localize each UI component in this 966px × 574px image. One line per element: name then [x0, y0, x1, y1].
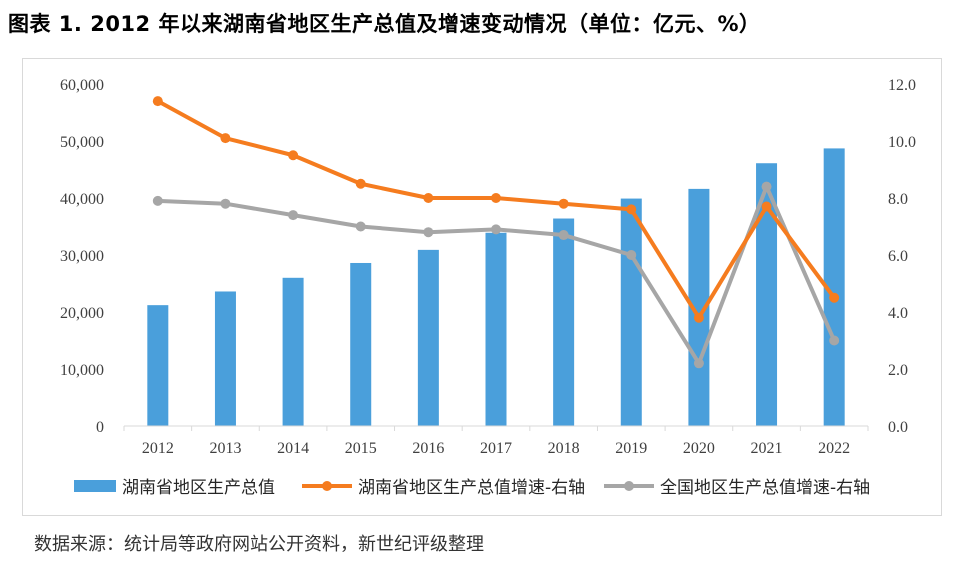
x-axis-tick-label: 2012 — [142, 440, 174, 457]
legend-label: 湖南省地区生产总值增速-右轴 — [358, 478, 585, 498]
point-national-growth — [558, 230, 569, 241]
point-hunan-growth — [626, 204, 637, 215]
bar-hunan-gdp — [553, 218, 575, 426]
point-hunan-growth — [829, 292, 840, 303]
point-national-growth — [220, 198, 231, 209]
point-hunan-growth — [693, 312, 704, 323]
point-hunan-growth — [220, 133, 231, 144]
x-axis-tick-label: 2017 — [480, 440, 512, 457]
point-hunan-growth — [558, 198, 569, 209]
left-axis-tick-label: 0 — [96, 419, 104, 436]
legend-swatch-marker — [322, 481, 332, 491]
point-hunan-growth — [152, 96, 163, 107]
legend-swatch-marker — [624, 481, 634, 491]
point-hunan-growth — [423, 193, 434, 203]
point-hunan-growth — [288, 150, 299, 161]
right-axis-tick-label: 8.0 — [888, 191, 908, 208]
legend-item-national-growth: 全国地区生产总值增速-右轴 — [604, 478, 870, 498]
legend-swatch-bar — [74, 480, 116, 492]
right-axis-tick-label: 12.0 — [888, 77, 916, 94]
bar-hunan-gdp — [214, 291, 236, 426]
point-national-growth — [626, 250, 637, 260]
right-axis-tick-label: 10.0 — [888, 134, 916, 151]
bar-hunan-gdp — [688, 188, 710, 426]
x-axis-tick-label: 2019 — [615, 440, 647, 457]
bar-hunan-gdp — [350, 262, 372, 426]
left-axis-tick-label: 30,000 — [60, 248, 104, 265]
right-axis-tick-label: 6.0 — [888, 248, 908, 265]
right-axis-tick-label: 4.0 — [888, 305, 908, 322]
left-axis-tick-label: 60,000 — [60, 77, 104, 94]
x-axis-tick-label: 2014 — [277, 440, 309, 457]
left-axis-tick-label: 10,000 — [60, 362, 104, 379]
left-axis-tick-label: 40,000 — [60, 191, 104, 208]
left-axis-tick-label: 20,000 — [60, 305, 104, 322]
point-national-growth — [288, 210, 299, 221]
bar-hunan-gdp — [147, 305, 169, 426]
legend-label: 湖南省地区生产总值 — [122, 478, 275, 498]
bar-hunan-gdp — [823, 148, 845, 426]
legend-item-hunan-gdp: 湖南省地区生产总值 — [74, 478, 275, 498]
x-axis-tick-label: 2021 — [751, 440, 783, 457]
point-national-growth — [423, 227, 434, 238]
bar-hunan-gdp — [620, 198, 642, 426]
right-axis-tick-label: 2.0 — [888, 362, 908, 379]
right-axis-tick-label: 0.0 — [888, 419, 908, 436]
point-hunan-growth — [761, 201, 772, 212]
point-national-growth — [829, 335, 840, 346]
point-national-growth — [693, 358, 704, 369]
chart-title: 图表 1. 2012 年以来湖南省地区生产总值及增速变动情况（单位：亿元、%） — [8, 12, 761, 36]
x-axis-tick-label: 2018 — [548, 440, 580, 457]
x-axis-tick-label: 2022 — [818, 440, 850, 457]
point-national-growth — [491, 224, 501, 235]
x-axis-tick-label: 2016 — [412, 440, 444, 457]
data-source-note: 数据来源：统计局等政府网站公开资料，新世纪评级整理 — [34, 534, 484, 555]
point-national-growth — [355, 221, 366, 232]
legend-label: 全国地区生产总值增速-右轴 — [660, 478, 870, 498]
point-hunan-growth — [491, 193, 501, 203]
chart-frame — [22, 58, 942, 516]
point-national-growth — [152, 195, 163, 206]
bar-hunan-gdp — [756, 163, 778, 427]
bar-hunan-gdp — [417, 249, 439, 426]
x-axis-tick-label: 2020 — [683, 440, 715, 457]
x-axis-tick-label: 2015 — [345, 440, 377, 457]
bar-hunan-gdp — [485, 232, 507, 426]
x-axis-tick-label: 2013 — [209, 440, 241, 457]
point-hunan-growth — [355, 178, 366, 189]
bar-hunan-gdp — [282, 277, 304, 426]
legend-item-hunan-growth: 湖南省地区生产总值增速-右轴 — [302, 478, 585, 498]
left-axis-tick-label: 50,000 — [60, 134, 104, 151]
point-national-growth — [761, 181, 772, 192]
